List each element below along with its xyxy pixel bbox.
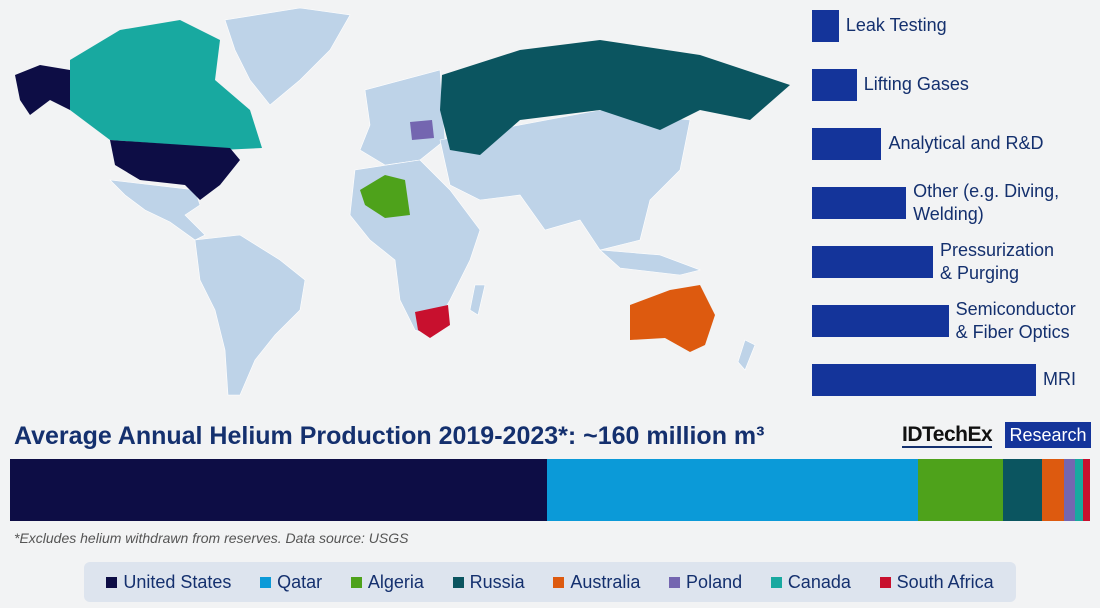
usage-bar — [812, 69, 857, 101]
legend-label: United States — [123, 571, 232, 592]
usage-bar — [812, 128, 882, 160]
country-australia — [630, 285, 715, 352]
segment-canada — [1074, 459, 1084, 521]
new-zealand — [737, 339, 756, 371]
usage-bar — [812, 10, 839, 42]
legend-label: South Africa — [896, 571, 994, 592]
segment-south-africa — [1083, 459, 1090, 521]
country-alaska — [15, 65, 70, 115]
segment-russia — [1002, 459, 1043, 521]
legend-label: Poland — [686, 571, 743, 592]
legend-label: Canada — [787, 571, 851, 592]
brand-logo: IDTechEx — [902, 423, 993, 448]
south-america — [194, 234, 306, 396]
legend-item: Australia — [553, 572, 640, 593]
legend-item: South Africa — [879, 571, 994, 593]
legend-swatch — [770, 576, 782, 588]
usage-bar — [812, 305, 949, 337]
legend-item: Algeria — [350, 571, 424, 593]
usage-bar — [812, 246, 933, 278]
legend-item: Qatar — [260, 572, 322, 593]
legend-swatch — [879, 576, 891, 588]
legend-swatch — [452, 576, 464, 588]
legend-label: Algeria — [367, 571, 424, 592]
segment-australia — [1042, 459, 1065, 521]
usage-label: Semiconductor & Fiber Optics — [955, 299, 1076, 342]
country-russia — [440, 40, 790, 155]
legend-item: Russia — [452, 571, 525, 593]
country-algeria — [360, 175, 410, 218]
country-canada — [70, 20, 262, 150]
segment-united-states — [10, 459, 547, 521]
brand-tag: Research — [1005, 422, 1091, 448]
production-stacked-bar — [10, 459, 1090, 521]
world-map — [15, 7, 790, 396]
country-poland — [410, 120, 434, 140]
segment-algeria — [918, 459, 1003, 521]
legend-item: United States — [106, 572, 231, 593]
southeast-asia — [599, 249, 702, 276]
segment-qatar — [546, 459, 919, 521]
madagascar — [469, 284, 486, 316]
legend: United States Qatar Algeria Russia Australia… — [84, 562, 1016, 602]
legend-label: Russia — [469, 571, 525, 592]
country-south-africa — [415, 305, 450, 338]
legend-item: Canada — [770, 571, 851, 593]
segment-poland — [1064, 459, 1075, 521]
chart-title: Average Annual Helium Production 2019-20… — [14, 422, 765, 450]
footnote: *Excludes helium withdrawn from reserves… — [14, 530, 409, 546]
legend-swatch — [260, 576, 272, 588]
usage-bar — [812, 364, 1036, 396]
usage-label: Lifting Gases — [863, 74, 969, 94]
legend-item: Poland — [669, 572, 742, 593]
usage-bar — [812, 187, 907, 219]
usage-label: Leak Testing — [845, 15, 947, 35]
legend-swatch — [106, 576, 118, 588]
legend-label: Qatar — [277, 571, 323, 592]
usage-label: Other (e.g. Diving, Welding) — [913, 181, 1060, 224]
usage-label: Analytical and R&D — [888, 133, 1044, 153]
legend-swatch — [553, 576, 565, 588]
country-united-states — [110, 140, 240, 200]
greenland — [224, 7, 351, 106]
helium-usage-chart: Leak Testing Lifting Gases Analytical and … — [812, 10, 1076, 396]
usage-label: Pressurization & Purging — [939, 240, 1054, 283]
legend-swatch — [669, 576, 681, 588]
legend-swatch — [350, 576, 362, 588]
usage-label: MRI — [1043, 369, 1076, 389]
legend-label: Australia — [570, 571, 641, 592]
